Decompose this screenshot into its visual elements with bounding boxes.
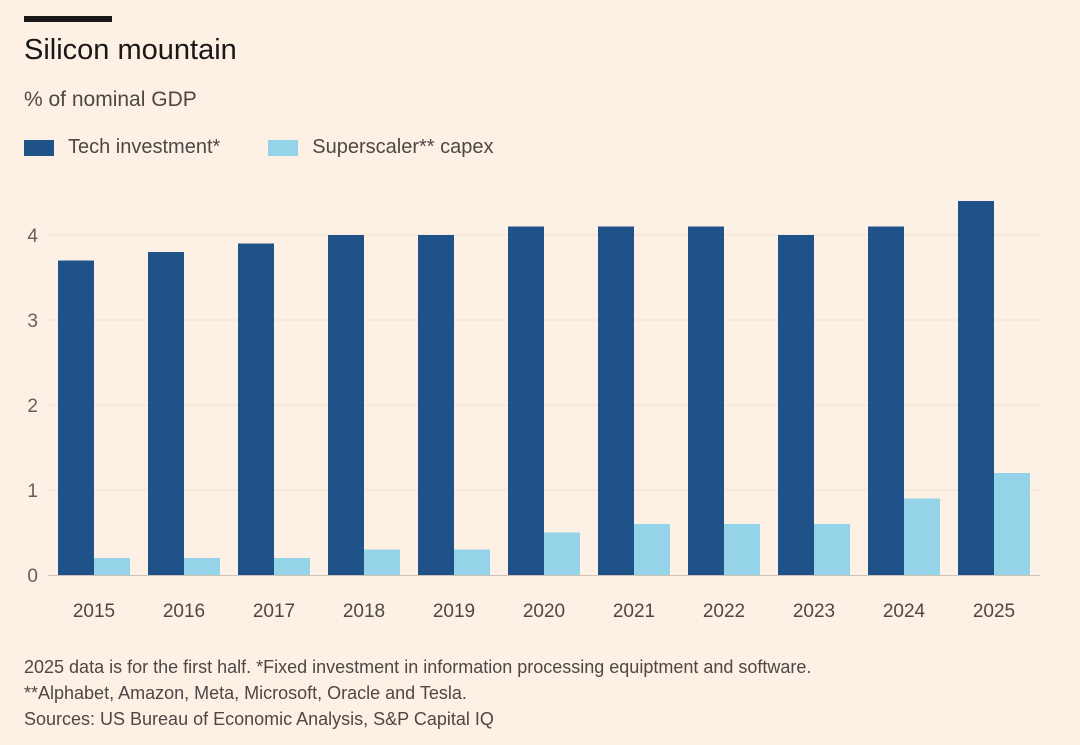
bar-tech-investment bbox=[58, 260, 94, 575]
x-tick-label: 2022 bbox=[703, 601, 745, 622]
chart-subtitle: % of nominal GDP bbox=[24, 88, 197, 111]
x-tick-label: 2024 bbox=[883, 601, 926, 622]
bar-superscaler-capex bbox=[274, 558, 310, 575]
bar-tech-investment bbox=[238, 243, 274, 575]
legend-swatch-superscaler bbox=[268, 139, 299, 156]
chart-title: Silicon mountain bbox=[24, 34, 237, 66]
bar-superscaler-capex bbox=[994, 473, 1030, 575]
bar-superscaler-capex bbox=[814, 524, 850, 575]
y-tick-label: 0 bbox=[27, 566, 38, 587]
bar-tech-investment bbox=[148, 252, 184, 575]
legend-item-superscaler: Superscaler** capex bbox=[268, 136, 494, 159]
footnote: **Alphabet, Amazon, Meta, Microsoft, Ora… bbox=[24, 683, 467, 703]
bar-superscaler-capex bbox=[94, 558, 130, 575]
legend-label-tech: Tech investment* bbox=[68, 136, 221, 158]
bar-tech-investment bbox=[598, 226, 634, 575]
legend: Tech investment* Superscaler** capex bbox=[24, 136, 542, 159]
brand-bar bbox=[24, 16, 112, 22]
bar-tech-investment bbox=[958, 201, 994, 575]
x-tick-label: 2023 bbox=[793, 601, 835, 622]
y-tick-label: 3 bbox=[27, 311, 38, 332]
bar-superscaler-capex bbox=[724, 524, 760, 575]
bar-superscaler-capex bbox=[184, 558, 220, 575]
bar-superscaler-capex bbox=[634, 524, 670, 575]
y-tick-label: 2 bbox=[27, 396, 38, 417]
bar-tech-investment bbox=[688, 226, 724, 575]
x-tick-label: 2019 bbox=[433, 601, 475, 622]
bar-tech-investment bbox=[778, 235, 814, 575]
x-tick-label: 2018 bbox=[343, 601, 385, 622]
y-tick-label: 4 bbox=[27, 226, 38, 247]
legend-label-superscaler: Superscaler** capex bbox=[312, 136, 494, 158]
bar-superscaler-capex bbox=[544, 532, 580, 575]
footnote: 2025 data is for the first half. *Fixed … bbox=[24, 657, 812, 677]
bar-superscaler-capex bbox=[364, 549, 400, 575]
bar-tech-investment bbox=[418, 235, 454, 575]
bar-superscaler-capex bbox=[454, 549, 490, 575]
bar-superscaler-capex bbox=[904, 498, 940, 575]
x-tick-label: 2021 bbox=[613, 601, 655, 622]
y-tick-label: 1 bbox=[27, 481, 38, 502]
legend-swatch-tech bbox=[24, 139, 54, 156]
x-tick-label: 2017 bbox=[253, 601, 295, 622]
x-tick-label: 2015 bbox=[73, 601, 115, 622]
source-note: Sources: US Bureau of Economic Analysis,… bbox=[24, 709, 494, 729]
bar-tech-investment bbox=[508, 226, 544, 575]
x-tick-label: 2020 bbox=[523, 601, 565, 622]
x-tick-label: 2016 bbox=[163, 601, 205, 622]
bar-tech-investment bbox=[328, 235, 364, 575]
legend-item-tech: Tech investment* bbox=[24, 136, 220, 159]
bar-tech-investment bbox=[868, 226, 904, 575]
x-tick-label: 2025 bbox=[973, 601, 1015, 622]
